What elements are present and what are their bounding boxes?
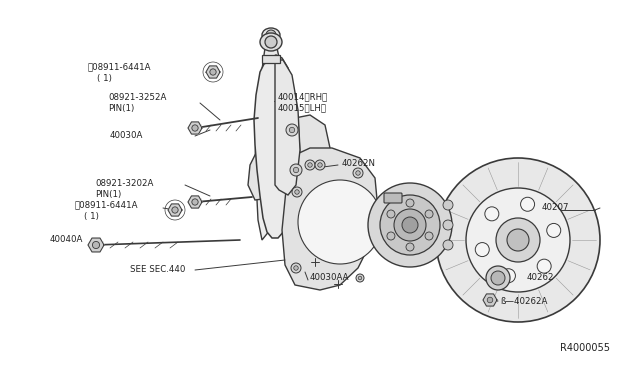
Circle shape [289, 127, 294, 133]
Circle shape [210, 69, 216, 75]
Text: SEE SEC.440: SEE SEC.440 [130, 266, 186, 275]
Text: 40030A: 40030A [110, 131, 143, 140]
Text: ⓝ08911-6441A: ⓝ08911-6441A [88, 62, 152, 71]
Circle shape [290, 164, 302, 176]
Text: PIN(1): PIN(1) [95, 189, 121, 199]
Circle shape [380, 195, 440, 255]
Circle shape [298, 180, 382, 264]
Text: 40015〈LH〉: 40015〈LH〉 [278, 103, 327, 112]
Circle shape [537, 259, 551, 273]
Circle shape [507, 229, 529, 251]
Polygon shape [263, 48, 280, 62]
FancyBboxPatch shape [384, 193, 402, 203]
Polygon shape [88, 238, 104, 252]
Polygon shape [483, 294, 497, 306]
Circle shape [92, 241, 100, 248]
Text: ß—40262A: ß—40262A [500, 298, 547, 307]
Circle shape [443, 220, 453, 230]
Text: ( 1): ( 1) [97, 74, 112, 83]
Circle shape [368, 183, 452, 267]
Circle shape [547, 224, 561, 237]
Circle shape [315, 160, 325, 170]
Text: 40207: 40207 [542, 203, 570, 212]
Circle shape [266, 30, 276, 40]
Polygon shape [275, 60, 300, 195]
Circle shape [406, 199, 414, 207]
Circle shape [486, 266, 510, 290]
Circle shape [192, 125, 198, 131]
Circle shape [496, 218, 540, 262]
Circle shape [291, 263, 301, 273]
Text: 40030AA: 40030AA [310, 273, 349, 282]
Circle shape [286, 124, 298, 136]
Circle shape [356, 171, 360, 175]
Circle shape [436, 158, 600, 322]
Circle shape [485, 207, 499, 221]
Text: ⓝ08911-6441A: ⓝ08911-6441A [75, 201, 138, 209]
Circle shape [356, 274, 364, 282]
Circle shape [487, 297, 493, 303]
Polygon shape [255, 62, 287, 240]
Circle shape [520, 197, 534, 211]
Polygon shape [188, 196, 202, 208]
Ellipse shape [260, 33, 282, 51]
Circle shape [305, 160, 315, 170]
Circle shape [402, 217, 418, 233]
Circle shape [491, 271, 505, 285]
Polygon shape [248, 115, 330, 200]
Circle shape [265, 36, 277, 48]
Circle shape [394, 209, 426, 241]
Circle shape [172, 207, 178, 213]
Text: 40262: 40262 [527, 273, 554, 282]
Circle shape [308, 163, 312, 167]
Circle shape [353, 168, 363, 178]
Circle shape [192, 199, 198, 205]
Circle shape [387, 210, 395, 218]
Circle shape [443, 200, 453, 210]
Circle shape [443, 240, 453, 250]
Text: 40014〈RH〉: 40014〈RH〉 [278, 93, 328, 102]
Polygon shape [188, 122, 202, 134]
Circle shape [317, 163, 323, 167]
Text: 40222: 40222 [385, 193, 413, 202]
Polygon shape [168, 204, 182, 216]
Ellipse shape [262, 28, 280, 42]
Circle shape [292, 187, 302, 197]
Circle shape [293, 167, 299, 173]
Circle shape [425, 232, 433, 240]
Polygon shape [206, 66, 220, 78]
Text: 08921-3202A: 08921-3202A [95, 179, 154, 187]
Text: 40262N: 40262N [342, 158, 376, 167]
Polygon shape [262, 55, 280, 63]
Circle shape [295, 190, 300, 194]
Circle shape [425, 210, 433, 218]
Text: PIN(1): PIN(1) [108, 103, 134, 112]
Circle shape [406, 243, 414, 251]
Circle shape [501, 269, 515, 283]
Circle shape [387, 232, 395, 240]
Circle shape [358, 276, 362, 280]
Circle shape [466, 188, 570, 292]
Text: 40202M: 40202M [405, 205, 440, 215]
Polygon shape [254, 55, 300, 238]
Circle shape [476, 243, 489, 257]
Text: 40040A: 40040A [50, 235, 83, 244]
Text: ( 1): ( 1) [84, 212, 99, 221]
Polygon shape [282, 148, 378, 290]
Text: R4000055: R4000055 [560, 343, 610, 353]
Circle shape [294, 266, 298, 270]
Text: 08921-3252A: 08921-3252A [108, 93, 166, 102]
